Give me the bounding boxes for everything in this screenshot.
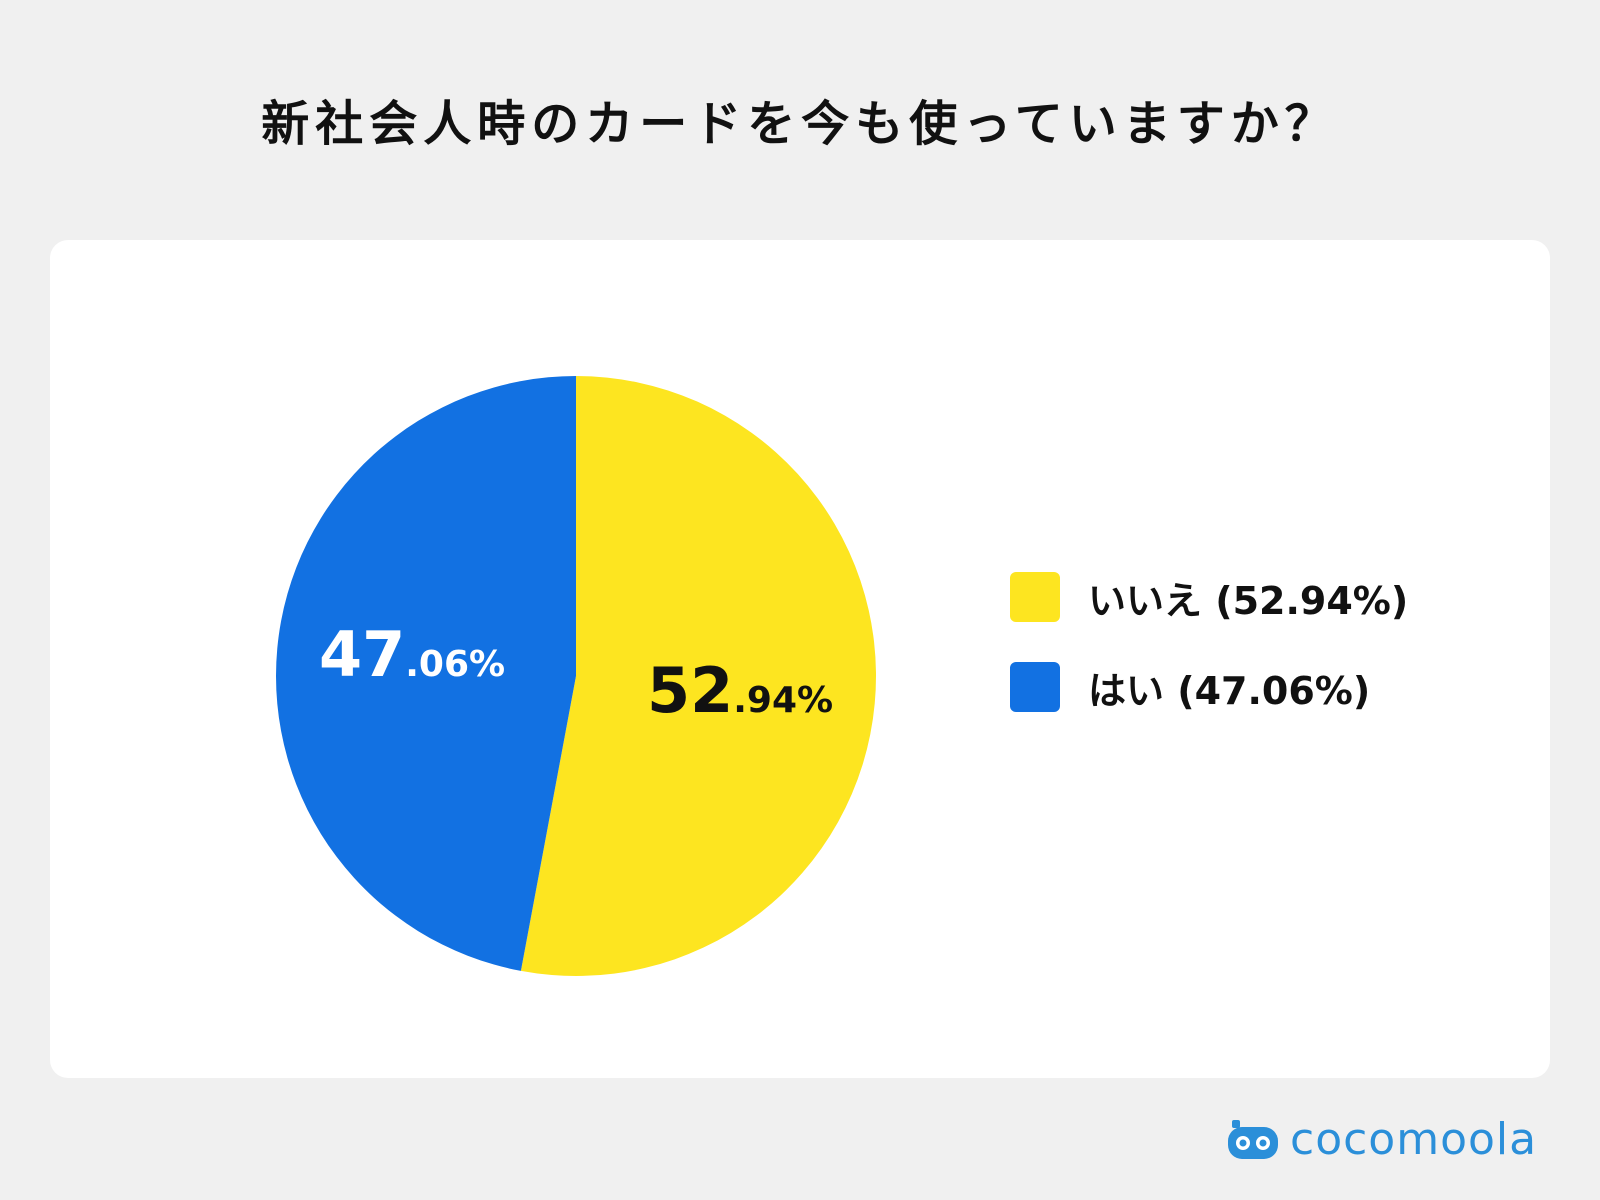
legend-swatch-yes (1010, 662, 1060, 712)
pie-label-yes-integer: 47 (319, 618, 405, 691)
pie-slice-yes (275, 376, 576, 971)
pie-label-no-integer: 52 (647, 654, 733, 727)
legend-label-no: いいえ (52.94%) (1088, 578, 1409, 623)
legend-label-yes: はい (47.06%) (1088, 668, 1371, 713)
legend-swatch-no (1010, 572, 1060, 622)
pie-label-yes: 47.06% (319, 618, 505, 691)
chart-title: 新社会人時のカードを今も使っていますか？ (261, 96, 1339, 152)
legend-item-yes: はい (47.06%) (1010, 662, 1408, 713)
robot-face-icon (1228, 1120, 1278, 1159)
legend: いいえ (52.94%) はい (47.06%) (1010, 572, 1408, 752)
legend-item-no: いいえ (52.94%) (1010, 572, 1409, 623)
pie-slice-no (520, 376, 877, 976)
brand-logo: cocomoola (1226, 1118, 1537, 1162)
pie-label-no-decimal: .94% (733, 680, 833, 721)
pie-label-yes-decimal: .06% (405, 644, 505, 685)
pie-label-no: 52.94% (647, 654, 833, 727)
brand-name: cocomoola (1290, 1114, 1538, 1165)
